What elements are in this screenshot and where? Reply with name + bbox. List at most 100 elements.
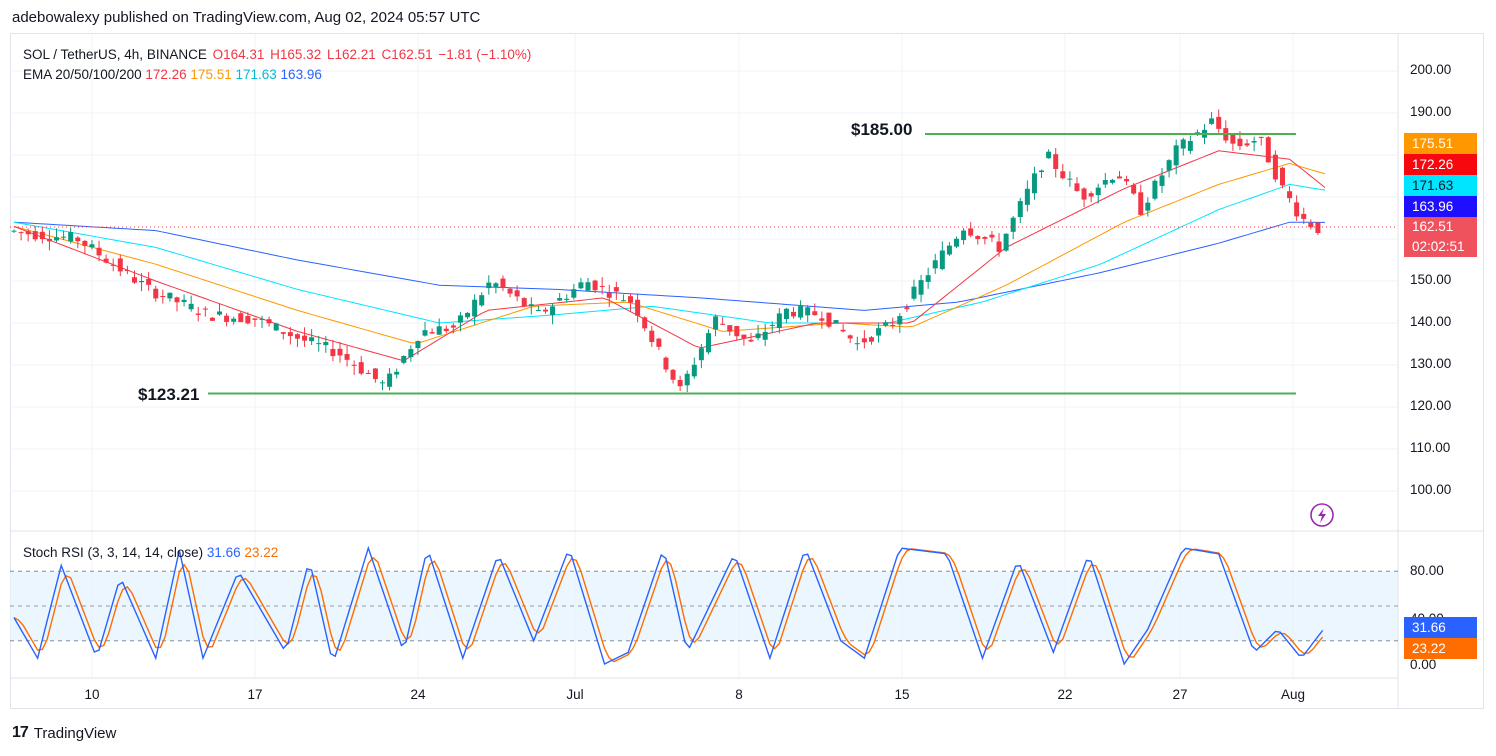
price-badge: 162.51 02:02:51 bbox=[1404, 217, 1477, 257]
ema-label[interactable]: EMA 20/50/100/200 bbox=[23, 67, 142, 82]
ema20-value: 172.26 bbox=[145, 67, 187, 82]
candle-up bbox=[1251, 141, 1257, 143]
candle-up bbox=[139, 281, 145, 283]
time-tick: 10 bbox=[84, 687, 100, 702]
candle-up bbox=[705, 333, 711, 353]
lightning-icon[interactable] bbox=[1310, 503, 1334, 527]
ema20-line bbox=[13, 150, 1326, 362]
candle-down bbox=[1060, 171, 1066, 179]
ema200-line bbox=[13, 221, 1326, 311]
change-value: −1.81 (−1.10%) bbox=[438, 47, 532, 62]
candle-down bbox=[812, 311, 818, 316]
time-tick: Aug bbox=[1280, 687, 1306, 702]
price-tick: 140.00 bbox=[1410, 314, 1452, 329]
time-tick: 24 bbox=[410, 687, 426, 702]
price-tick: 150.00 bbox=[1410, 272, 1452, 287]
time-tick: Jul bbox=[566, 687, 584, 702]
candles bbox=[11, 109, 1321, 393]
candle-up bbox=[1046, 151, 1052, 159]
footer: 17 TradingView bbox=[12, 724, 116, 742]
stoch-label[interactable]: Stoch RSI (3, 3, 14, 14, close) bbox=[23, 545, 204, 560]
candle-down bbox=[110, 264, 116, 266]
candle-up bbox=[805, 307, 811, 316]
candle-down bbox=[1287, 191, 1293, 199]
candle-down bbox=[500, 278, 506, 289]
candle-up bbox=[564, 298, 570, 300]
close-value: C162.51 bbox=[381, 47, 433, 62]
candle-up bbox=[1152, 180, 1158, 199]
candle-up bbox=[684, 373, 690, 386]
stoch-d-badge: 23.22 bbox=[1404, 638, 1477, 659]
candle-down bbox=[861, 338, 867, 343]
candle-up bbox=[379, 382, 385, 384]
candle-down bbox=[287, 332, 293, 337]
candle-down bbox=[96, 247, 102, 256]
main-legend: SOL / TetherUS, 4h, BINANCE O164.31 H165… bbox=[23, 45, 533, 85]
candle-down bbox=[677, 379, 683, 387]
price-tick: 190.00 bbox=[1410, 104, 1452, 119]
candle-down bbox=[1279, 167, 1285, 186]
candle-down bbox=[1116, 176, 1122, 179]
candle-up bbox=[783, 308, 789, 320]
ema20-badge: 172.26 bbox=[1404, 154, 1477, 175]
candle-down bbox=[46, 238, 52, 242]
candle-down bbox=[1230, 133, 1236, 144]
candle-down bbox=[1308, 222, 1314, 228]
high-value: H165.32 bbox=[270, 47, 322, 62]
candle-down bbox=[302, 335, 308, 341]
candle-down bbox=[266, 319, 272, 324]
stoch-tick: 80.00 bbox=[1410, 563, 1444, 578]
candle-up bbox=[1109, 179, 1115, 183]
candle-up bbox=[798, 306, 804, 318]
candle-down bbox=[727, 325, 733, 332]
candle-up bbox=[1180, 139, 1186, 149]
support-label: $123.21 bbox=[138, 385, 200, 404]
candle-up bbox=[472, 299, 478, 317]
candle-down bbox=[840, 329, 846, 332]
candle-up bbox=[1095, 187, 1101, 196]
candle-down bbox=[1131, 184, 1137, 194]
ohlc-row: SOL / TetherUS, 4h, BINANCE O164.31 H165… bbox=[23, 45, 533, 65]
ema200-badge: 163.96 bbox=[1404, 196, 1477, 217]
ema100-line bbox=[13, 183, 1326, 324]
candle-up bbox=[273, 323, 279, 331]
candle-up bbox=[883, 322, 889, 326]
candle-up bbox=[1159, 175, 1165, 186]
candle-down bbox=[542, 309, 548, 312]
candle-up bbox=[394, 371, 400, 375]
chart-frame bbox=[10, 33, 1484, 709]
key-levels bbox=[208, 133, 1296, 395]
symbol-name[interactable]: SOL / TetherUS, 4h, BINANCE bbox=[23, 47, 207, 62]
candle-up bbox=[465, 312, 471, 318]
candle-down bbox=[1294, 202, 1300, 217]
candle-down bbox=[1315, 222, 1321, 234]
low-value: L162.21 bbox=[326, 47, 376, 62]
candle-up bbox=[578, 282, 584, 289]
candle-up bbox=[1024, 188, 1030, 205]
candle-down bbox=[18, 232, 24, 234]
candle-up bbox=[422, 330, 428, 336]
candle-up bbox=[1031, 173, 1037, 194]
candle-down bbox=[975, 236, 981, 240]
candle-up bbox=[415, 340, 421, 349]
ema100-value: 171.63 bbox=[235, 67, 277, 82]
ema50-line bbox=[13, 162, 1326, 344]
price-tick: 110.00 bbox=[1410, 440, 1451, 455]
candle-down bbox=[656, 338, 662, 347]
ema100-badge: 171.63 bbox=[1404, 175, 1477, 196]
candle-up bbox=[167, 292, 173, 299]
candle-up bbox=[897, 316, 903, 325]
price-tick: 120.00 bbox=[1410, 398, 1452, 413]
stoch-d-value: 23.22 bbox=[244, 545, 279, 560]
stoch-band bbox=[10, 570, 1398, 642]
candle-down bbox=[592, 280, 598, 291]
brand-name: TradingView bbox=[33, 724, 117, 742]
candle-down bbox=[1244, 143, 1250, 146]
price-tick: 200.00 bbox=[1410, 62, 1452, 77]
candle-up bbox=[217, 311, 223, 315]
candle-down bbox=[153, 288, 159, 299]
candle-down bbox=[209, 317, 215, 321]
candle-up bbox=[401, 356, 407, 363]
candle-up bbox=[479, 295, 485, 306]
